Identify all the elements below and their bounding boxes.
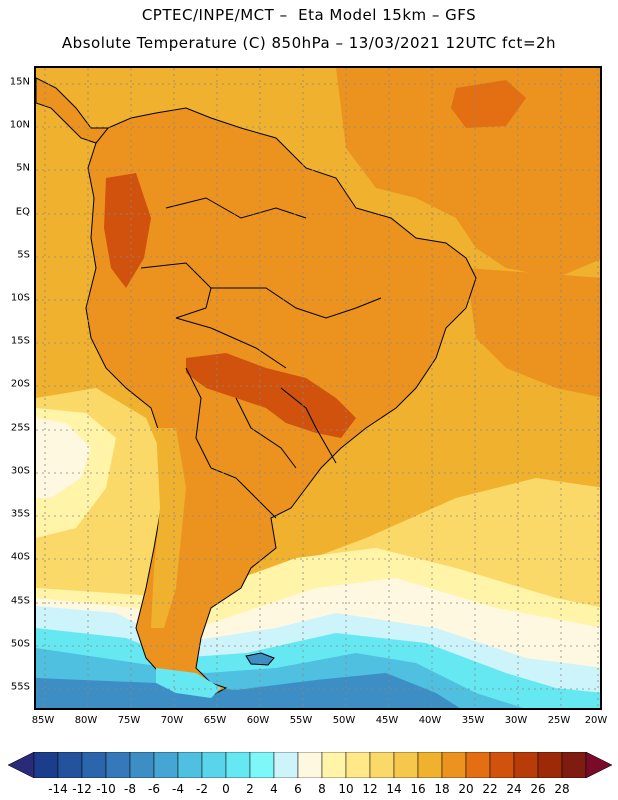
latitude-tick-label: 15N xyxy=(9,76,30,88)
colorbar-segment xyxy=(57,752,83,778)
longitude-tick-label: 20W xyxy=(584,715,608,726)
cold-patch-tierra-del-fuego xyxy=(156,668,221,698)
hot-core-andes xyxy=(104,173,151,288)
latitude-tick-label: 5S xyxy=(17,249,30,261)
colorbar-segment xyxy=(369,752,395,778)
mild-andes-ridge xyxy=(151,428,186,628)
colorbar-segment xyxy=(105,752,131,778)
lat-lon-grid xyxy=(36,68,600,708)
temperature-colorbar xyxy=(8,752,612,778)
colorbar-segment xyxy=(297,752,323,778)
colorbar-tick-label: 4 xyxy=(270,782,278,796)
colorbar-tick-label: 6 xyxy=(294,782,302,796)
longitude-tick-label: 75W xyxy=(117,715,141,726)
latitude-tick-label: 5N xyxy=(16,162,30,174)
latitude-tick-label: 40S xyxy=(10,551,30,563)
colorbar-tick-label: 26 xyxy=(530,782,546,796)
colorbar-segment xyxy=(345,752,371,778)
colorbar-segment xyxy=(321,752,347,778)
colorbar-tick-label: -12 xyxy=(72,782,92,796)
chart-title-line-2: Absolute Temperature (C) 850hPa – 13/03/… xyxy=(61,34,557,52)
colorbar-segment xyxy=(249,752,275,778)
longitude-tick-label: 85W xyxy=(31,715,55,726)
longitude-tick-label: 80W xyxy=(74,715,98,726)
longitude-tick-label: 35W xyxy=(461,715,485,726)
colorbar-tick-label: 12 xyxy=(362,782,378,796)
colorbar-segment xyxy=(465,752,491,778)
colorbar-segment xyxy=(489,752,515,778)
latitude-tick-label: 50S xyxy=(10,638,30,650)
colorbar-segment xyxy=(33,752,59,778)
colorbar-segment xyxy=(393,752,419,778)
colorbar-segment xyxy=(561,752,587,778)
latitude-tick-label: 15S xyxy=(10,335,30,347)
longitude-tick-label: 60W xyxy=(246,715,270,726)
temperature-map-panel xyxy=(34,66,602,710)
colorbar-right-arrow xyxy=(585,752,612,778)
falkland-islands xyxy=(245,652,275,666)
latitude-tick-label: 55S xyxy=(10,681,30,693)
longitude-tick-label: 25W xyxy=(547,715,571,726)
colorbar-tick-label: 24 xyxy=(506,782,522,796)
latitude-tick-label: 25S xyxy=(10,422,30,434)
chart-title-line-1: CPTEC/INPE/MCT – Eta Model 15km – GFS xyxy=(141,6,477,24)
colorbar-segment xyxy=(513,752,539,778)
blue-band xyxy=(36,673,460,708)
colorbar-segment xyxy=(441,752,467,778)
colorbar-tick-label: 0 xyxy=(222,782,230,796)
colorbar-tick-label: 16 xyxy=(410,782,426,796)
colorbar-tick-label: -14 xyxy=(48,782,68,796)
colorbar-tick-label: -8 xyxy=(124,782,136,796)
cream-band-pacific xyxy=(36,418,91,498)
latitude-tick-label: 30S xyxy=(10,465,30,477)
longitude-tick-label: 50W xyxy=(332,715,356,726)
colorbar-tick-label: 10 xyxy=(338,782,354,796)
latitude-tick-label: EQ xyxy=(15,206,30,218)
colorbar-tick-label: 8 xyxy=(318,782,326,796)
hot-spot-caribbean xyxy=(451,80,526,128)
colorbar-tick-label: -4 xyxy=(172,782,184,796)
colorbar-segment xyxy=(417,752,443,778)
colorbar-tick-label: -2 xyxy=(196,782,208,796)
colorbar-segment xyxy=(153,752,179,778)
hot-core-interior xyxy=(186,353,356,438)
colorbar-tick-label: 22 xyxy=(482,782,498,796)
temperature-map xyxy=(36,68,600,708)
colorbar-tick-label: 2 xyxy=(246,782,254,796)
colorbar-tick-label: 20 xyxy=(458,782,474,796)
latitude-tick-label: 10S xyxy=(10,292,30,304)
colorbar-segment xyxy=(537,752,563,778)
longitude-tick-label: 45W xyxy=(375,715,399,726)
colorbar-tick-label: 14 xyxy=(386,782,402,796)
colorbar-segment xyxy=(81,752,107,778)
latitude-tick-label: 45S xyxy=(10,595,30,607)
colorbar-tick-label: -6 xyxy=(148,782,160,796)
colorbar-segment xyxy=(201,752,227,778)
colorbar-tick-label: 18 xyxy=(434,782,450,796)
longitude-tick-label: 70W xyxy=(160,715,184,726)
colorbar-segment xyxy=(129,752,155,778)
longitude-tick-label: 65W xyxy=(203,715,227,726)
colorbar-segment xyxy=(177,752,203,778)
colorbar-tick-label: -10 xyxy=(96,782,116,796)
colorbar-segment xyxy=(273,752,299,778)
longitude-tick-label: 30W xyxy=(504,715,528,726)
colorbar-segment xyxy=(225,752,251,778)
colorbar-tick-label: 28 xyxy=(554,782,570,796)
longitude-tick-label: 40W xyxy=(418,715,442,726)
latitude-tick-label: 10N xyxy=(9,119,30,131)
longitude-tick-label: 55W xyxy=(289,715,313,726)
latitude-tick-label: 20S xyxy=(10,378,30,390)
latitude-tick-label: 35S xyxy=(10,508,30,520)
colorbar-left-arrow xyxy=(8,752,35,778)
warm-region-north-atlantic xyxy=(336,68,600,278)
